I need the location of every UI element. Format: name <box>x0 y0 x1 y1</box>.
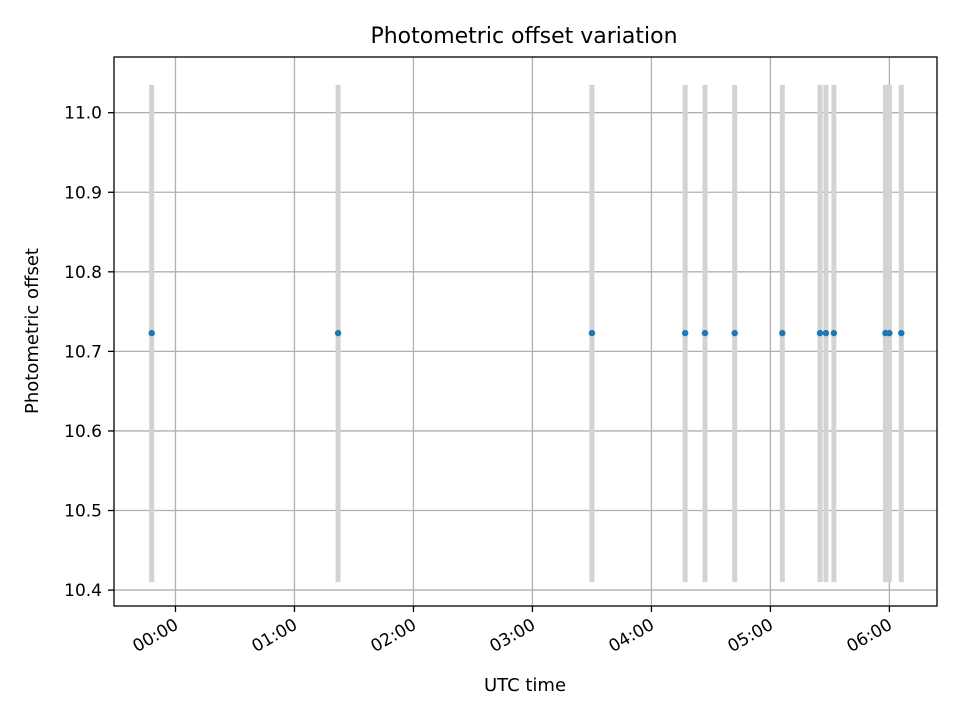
data-point <box>830 329 838 337</box>
x-tick-label: 03:00 <box>487 615 539 657</box>
chart-title: Photometric offset variation <box>370 24 677 49</box>
y-tick-label: 11.0 <box>64 104 102 124</box>
y-tick-label: 10.6 <box>64 422 102 442</box>
data-point <box>681 329 689 337</box>
x-tick-label: 05:00 <box>724 615 776 657</box>
data-point <box>701 329 709 337</box>
data-point <box>779 329 786 337</box>
x-tick-label: 06:00 <box>843 615 895 657</box>
y-tick-labels: 10.4 10.5 10.6 10.7 10.8 10.9 11.0 <box>64 104 102 601</box>
x-tick-labels: 00:00 01:00 02:00 03:00 04:00 05:00 06:00 <box>130 615 896 657</box>
x-axis-label: UTC time <box>484 675 566 696</box>
data-point <box>334 329 342 337</box>
data-point <box>731 329 738 337</box>
x-tick-label: 02:00 <box>368 615 420 657</box>
y-tick-label: 10.9 <box>64 183 102 203</box>
data-point <box>898 329 905 337</box>
plot-frame <box>113 56 938 607</box>
x-tick-label: 01:00 <box>249 615 301 657</box>
y-tick-label: 10.5 <box>64 502 102 522</box>
y-axis-label: Photometric offset <box>22 248 43 414</box>
data-point <box>816 329 824 337</box>
x-tick-label: 04:00 <box>605 615 657 657</box>
data-point <box>148 329 155 337</box>
y-tick-label: 10.8 <box>64 263 102 283</box>
errorbar-layer <box>149 84 904 583</box>
x-tick-label: 00:00 <box>130 615 182 657</box>
tick-layer <box>108 112 891 612</box>
data-point <box>588 329 596 337</box>
data-point <box>886 329 893 337</box>
y-tick-label: 10.7 <box>64 342 102 362</box>
point-layer <box>148 329 905 337</box>
data-point <box>822 329 830 337</box>
y-tick-label: 10.4 <box>64 581 102 601</box>
grid-layer <box>114 57 937 606</box>
